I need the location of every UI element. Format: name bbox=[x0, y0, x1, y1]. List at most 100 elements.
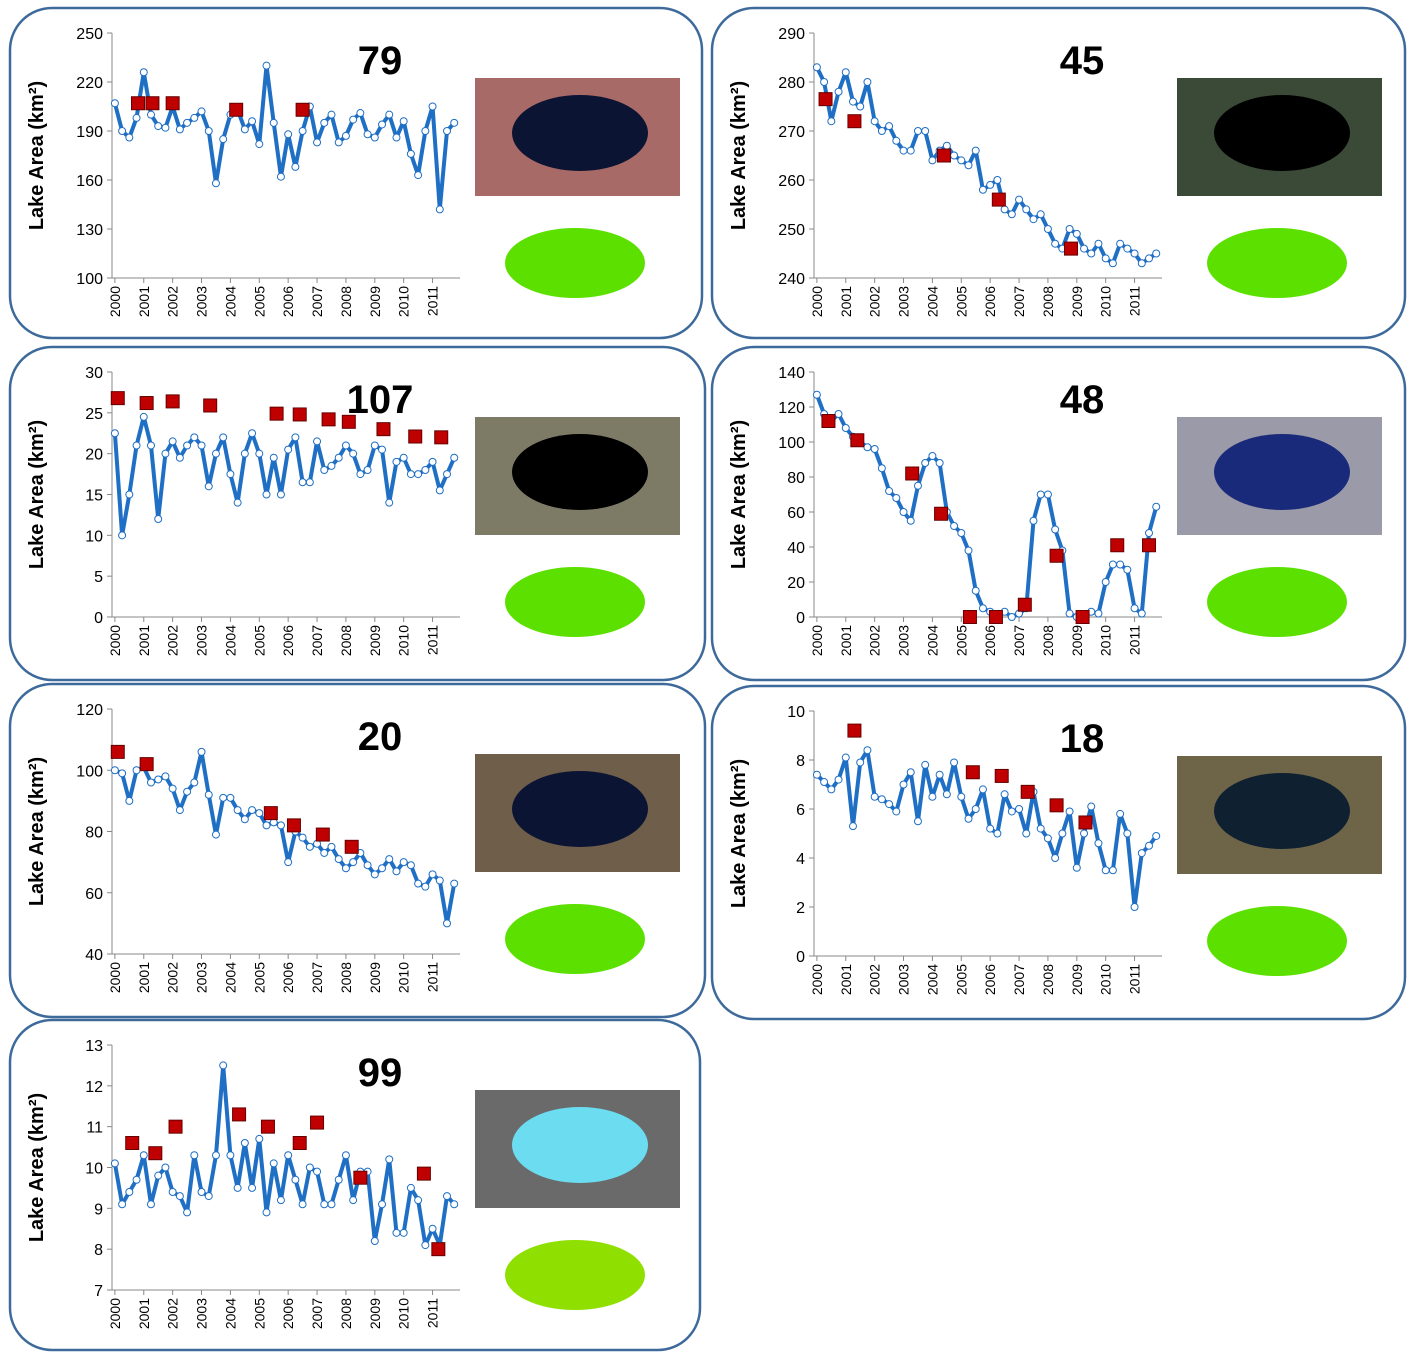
point bbox=[900, 781, 907, 788]
point bbox=[155, 123, 162, 130]
point bbox=[357, 471, 364, 478]
point bbox=[1052, 855, 1059, 862]
point bbox=[256, 810, 263, 817]
x-tick-label: 2008 bbox=[1040, 286, 1056, 317]
area-line bbox=[115, 66, 454, 210]
lake-mask bbox=[1207, 567, 1347, 637]
x-tick-label: 2008 bbox=[1040, 964, 1056, 995]
x-tick-label: 2011 bbox=[1127, 964, 1143, 994]
point bbox=[227, 1152, 234, 1159]
panel-number: 45 bbox=[1060, 39, 1105, 83]
point bbox=[285, 1152, 292, 1159]
point bbox=[227, 794, 234, 801]
point bbox=[386, 1156, 393, 1163]
point bbox=[205, 128, 212, 135]
point bbox=[198, 748, 205, 755]
point bbox=[299, 834, 306, 841]
point bbox=[1109, 867, 1116, 874]
point bbox=[155, 516, 162, 523]
y-tick-label: 100 bbox=[76, 763, 103, 780]
point bbox=[451, 1201, 458, 1208]
y-tick-label: 60 bbox=[85, 886, 103, 903]
y-tick-label: 5 bbox=[94, 569, 103, 586]
point bbox=[407, 1184, 414, 1191]
square-marker bbox=[131, 97, 144, 110]
point bbox=[321, 849, 328, 856]
x-tick-label: 2001 bbox=[838, 964, 854, 995]
point bbox=[371, 1238, 378, 1245]
x-tick-label: 2010 bbox=[396, 962, 412, 993]
point bbox=[436, 877, 443, 884]
point bbox=[328, 111, 335, 118]
square-marker bbox=[1021, 785, 1034, 798]
x-tick-label: 2007 bbox=[1011, 625, 1027, 656]
point bbox=[379, 1201, 386, 1208]
square-marker bbox=[906, 467, 919, 480]
point bbox=[451, 119, 458, 126]
x-tick-label: 2001 bbox=[136, 1298, 152, 1329]
square-marker bbox=[377, 423, 390, 436]
point bbox=[871, 118, 878, 125]
x-tick-label: 2002 bbox=[165, 286, 181, 317]
x-tick-label: 2006 bbox=[982, 625, 998, 656]
x-tick-label: 2006 bbox=[982, 286, 998, 317]
square-marker bbox=[1065, 242, 1078, 255]
point bbox=[205, 1193, 212, 1200]
x-tick-label: 2003 bbox=[896, 625, 912, 656]
y-tick-label: 20 bbox=[85, 447, 103, 464]
x-tick-label: 2010 bbox=[1098, 625, 1114, 656]
point bbox=[335, 139, 342, 146]
point bbox=[364, 862, 371, 869]
point bbox=[429, 871, 436, 878]
square-marker bbox=[1050, 549, 1063, 562]
x-tick-label: 2009 bbox=[367, 1298, 383, 1329]
point bbox=[1066, 808, 1073, 815]
point bbox=[169, 785, 176, 792]
x-tick-label: 2003 bbox=[194, 962, 210, 993]
x-tick-label: 2009 bbox=[367, 962, 383, 993]
point bbox=[842, 69, 849, 76]
point bbox=[929, 157, 936, 164]
point bbox=[1138, 850, 1145, 857]
point bbox=[1102, 255, 1109, 262]
x-tick-label: 2008 bbox=[338, 1298, 354, 1329]
square-marker bbox=[1076, 611, 1089, 624]
point bbox=[1109, 561, 1116, 568]
point bbox=[270, 454, 277, 461]
point bbox=[400, 1229, 407, 1236]
lake-mask bbox=[1207, 228, 1347, 298]
square-marker bbox=[409, 430, 422, 443]
square-marker bbox=[992, 193, 1005, 206]
point bbox=[184, 119, 191, 126]
x-tick-label: 2004 bbox=[222, 625, 238, 656]
x-tick-label: 2011 bbox=[1127, 286, 1143, 316]
panel-number: 79 bbox=[358, 39, 403, 83]
lake-mask bbox=[505, 567, 645, 637]
point bbox=[849, 98, 856, 105]
point bbox=[444, 471, 451, 478]
y-tick-label: 25 bbox=[85, 406, 103, 423]
point bbox=[878, 796, 885, 803]
point bbox=[256, 141, 263, 148]
point bbox=[842, 425, 849, 432]
point bbox=[314, 139, 321, 146]
point bbox=[914, 128, 921, 135]
y-tick-label: 11 bbox=[86, 1120, 103, 1137]
square-marker bbox=[1111, 539, 1124, 552]
point bbox=[407, 471, 414, 478]
point bbox=[1102, 867, 1109, 874]
point bbox=[878, 128, 885, 135]
point bbox=[205, 483, 212, 490]
y-tick-label: 10 bbox=[85, 528, 103, 545]
x-tick-label: 2005 bbox=[251, 962, 267, 993]
x-tick-label: 2001 bbox=[838, 625, 854, 656]
square-marker bbox=[1018, 598, 1031, 611]
y-tick-label: 7 bbox=[94, 1283, 103, 1300]
point bbox=[936, 771, 943, 778]
point bbox=[936, 460, 943, 467]
lake-shape bbox=[1214, 434, 1350, 510]
point bbox=[951, 152, 958, 159]
square-marker bbox=[111, 392, 124, 405]
point bbox=[256, 1135, 263, 1142]
point bbox=[169, 438, 176, 445]
